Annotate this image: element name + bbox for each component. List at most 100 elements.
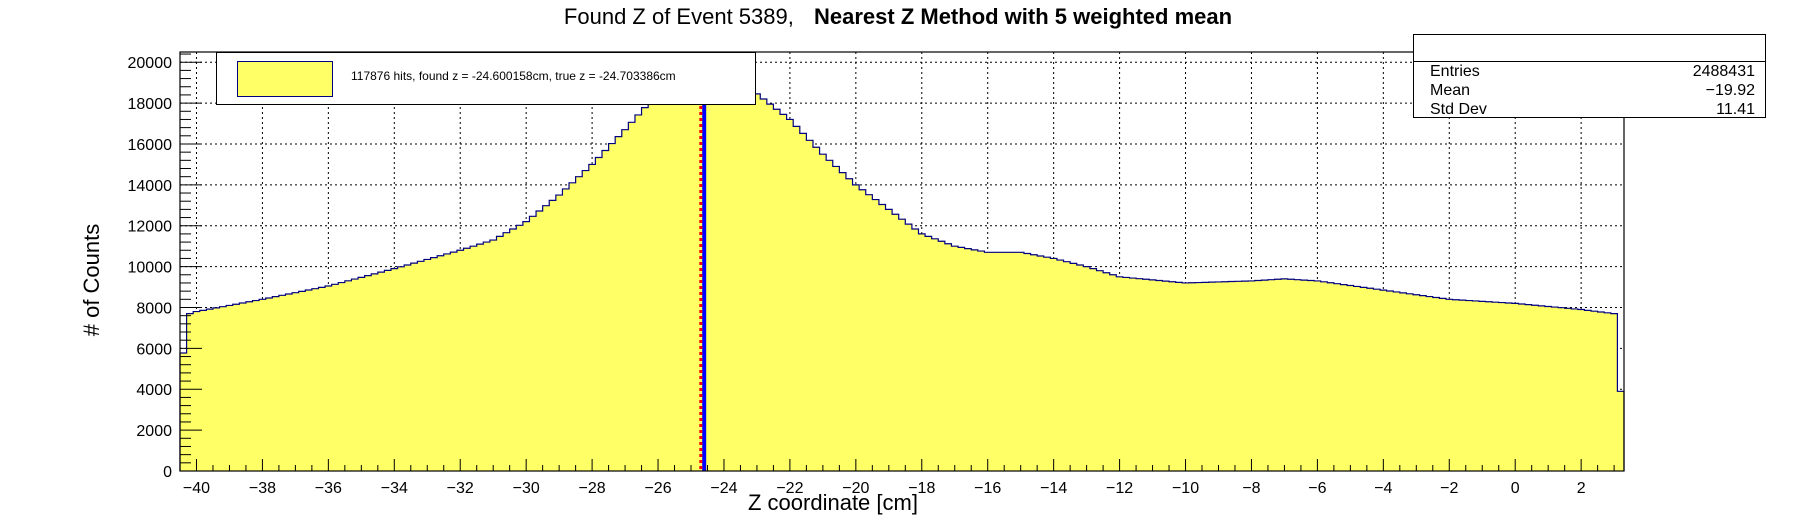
histogram-bin — [588, 164, 596, 472]
histogram-bin — [641, 107, 649, 471]
histogram-bin — [964, 248, 972, 471]
histogram-bin — [1103, 272, 1111, 471]
histogram-bin — [489, 240, 497, 471]
histogram-bin — [799, 133, 807, 471]
histogram-bin — [1347, 285, 1355, 471]
histogram-bin — [549, 200, 557, 471]
histogram-bin — [1010, 252, 1018, 471]
marker-lines — [699, 52, 707, 471]
histogram-bin — [674, 66, 682, 471]
x-tick-label: −8 — [1242, 480, 1260, 497]
x-tick-label: −16 — [974, 480, 1001, 497]
histogram-bin — [219, 306, 227, 471]
x-tick-label: −2 — [1440, 480, 1458, 497]
histogram-bin — [872, 199, 880, 471]
histogram-bin — [714, 56, 722, 471]
histogram-bin — [1320, 281, 1328, 471]
stats-row-stddev: Std Dev 11.41 — [1414, 100, 1765, 119]
histogram-bin — [1228, 281, 1236, 471]
histogram-bin — [1109, 274, 1117, 471]
histogram-bin — [1498, 302, 1506, 471]
legend-box: 117876 hits, found z = -24.600158cm, tru… — [216, 52, 756, 105]
histogram-bin — [450, 252, 458, 471]
y-tick-label: 6000 — [136, 341, 172, 358]
stats-stddev-label: Std Dev — [1430, 101, 1487, 118]
x-tick-label: −6 — [1308, 480, 1326, 497]
histogram-bin — [826, 160, 834, 471]
histogram-bin — [1452, 299, 1460, 471]
histogram-bin — [661, 84, 669, 471]
histogram-bin — [1314, 280, 1322, 471]
y-tick-label: 12000 — [128, 219, 173, 236]
histogram-bin — [905, 224, 913, 471]
histogram-bin — [456, 250, 464, 471]
y-tick-label: 0 — [163, 464, 172, 481]
x-tick-label: 2 — [1577, 480, 1586, 497]
histogram-bin — [397, 266, 405, 471]
histogram-bin — [522, 221, 530, 471]
histogram-bin — [601, 150, 609, 471]
histogram-bin — [1116, 276, 1124, 471]
histogram-bin — [1195, 282, 1203, 471]
histogram-bin — [285, 293, 293, 471]
histogram-bin — [1076, 264, 1084, 471]
histogram-bin — [1564, 308, 1572, 471]
histogram-bin — [423, 259, 431, 471]
histogram-bin — [595, 157, 603, 471]
y-axis-label: # of Counts — [79, 223, 104, 337]
histogram-bin — [1004, 252, 1012, 471]
histogram-bin — [1360, 287, 1368, 471]
histogram-bin — [239, 302, 247, 471]
histogram-bin — [892, 214, 900, 471]
histogram-bin — [918, 233, 926, 471]
histogram-bin — [575, 176, 583, 472]
y-axis-ticks: 0 2000 4000 6000 8000 10000 12000 14000 16000 180… — [128, 53, 202, 481]
histogram-bin — [542, 205, 550, 471]
histogram-bin — [648, 100, 656, 472]
histogram-bin — [509, 229, 517, 471]
histogram-bin — [654, 92, 662, 471]
histogram-bin — [608, 143, 616, 471]
histogram-bin — [786, 119, 794, 471]
histogram-bin — [529, 216, 537, 471]
histogram-bin — [1070, 263, 1078, 471]
histogram-bin — [463, 248, 471, 471]
histogram-bin — [377, 272, 385, 471]
x-tick-label: −24 — [710, 480, 737, 497]
histogram-bin — [1531, 305, 1539, 471]
histogram-bin — [1399, 292, 1407, 471]
histogram-bin — [390, 268, 398, 471]
histogram-bin — [747, 88, 755, 471]
histogram-bin — [1241, 281, 1249, 471]
histogram-bin — [1597, 311, 1605, 471]
histogram-bin — [371, 273, 379, 471]
histogram-bin — [1518, 304, 1526, 471]
histogram-bin — [1050, 258, 1058, 471]
histogram-bin — [859, 189, 867, 471]
histogram-bin — [1525, 304, 1533, 471]
x-tick-label: −34 — [381, 480, 408, 497]
histogram-bin — [1439, 298, 1447, 471]
histogram-bin — [845, 178, 853, 471]
histogram-bin — [1287, 279, 1295, 471]
histogram-bin — [331, 284, 339, 471]
histogram-bin — [338, 282, 346, 471]
histogram-bin — [1089, 268, 1097, 471]
x-tick-label: −38 — [249, 480, 276, 497]
histogram-bin — [1294, 279, 1302, 471]
histogram-bin — [1505, 302, 1513, 471]
histogram-bin — [1610, 313, 1618, 471]
histogram-bin — [404, 264, 412, 471]
histogram-bin — [1056, 260, 1064, 471]
y-tick-label: 2000 — [136, 423, 172, 440]
x-tick-label: −32 — [447, 480, 474, 497]
histogram-bin — [1017, 252, 1025, 471]
histogram-bin — [1037, 255, 1045, 471]
histogram-bin — [1544, 306, 1552, 471]
histogram-bin — [727, 64, 735, 471]
histogram-bin — [1419, 295, 1427, 471]
histogram-bin — [1577, 309, 1585, 471]
histogram-bin — [951, 246, 959, 471]
histogram-bin — [252, 300, 260, 471]
